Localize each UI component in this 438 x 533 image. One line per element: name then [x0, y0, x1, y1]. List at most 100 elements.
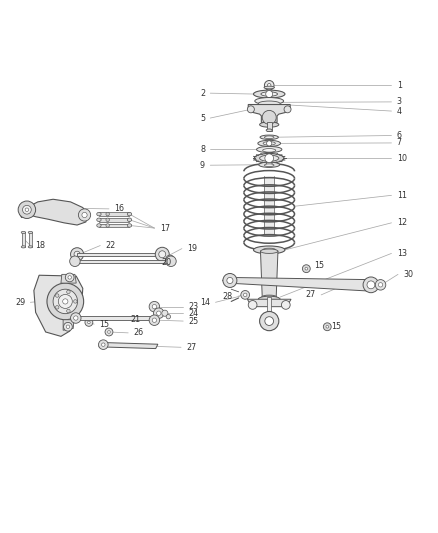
Circle shape [56, 294, 59, 297]
Text: 5: 5 [200, 114, 205, 123]
Circle shape [65, 273, 74, 282]
Circle shape [106, 212, 110, 216]
Ellipse shape [127, 218, 132, 222]
Circle shape [162, 310, 168, 316]
Circle shape [71, 313, 81, 323]
Text: 4: 4 [397, 107, 402, 116]
Ellipse shape [127, 212, 132, 216]
Circle shape [265, 317, 274, 326]
Bar [74, 316, 153, 320]
Circle shape [105, 328, 113, 336]
Circle shape [88, 321, 90, 324]
Ellipse shape [261, 92, 278, 96]
Circle shape [71, 248, 84, 261]
Circle shape [74, 316, 78, 320]
Bar [74, 260, 171, 263]
Text: 9: 9 [200, 161, 205, 169]
Polygon shape [61, 274, 76, 283]
Bar [267, 123, 272, 131]
Circle shape [244, 293, 247, 297]
Circle shape [155, 247, 169, 261]
Circle shape [227, 277, 233, 284]
Text: 17: 17 [160, 223, 170, 232]
Text: 14: 14 [200, 298, 210, 307]
Ellipse shape [260, 155, 279, 161]
Bar [264, 176, 275, 234]
Circle shape [53, 289, 78, 313]
Circle shape [74, 300, 77, 303]
Ellipse shape [263, 142, 276, 145]
Circle shape [66, 325, 70, 328]
Text: 24: 24 [188, 309, 198, 318]
Circle shape [152, 304, 156, 309]
Text: 20: 20 [161, 257, 172, 266]
Circle shape [102, 343, 105, 346]
Circle shape [70, 256, 80, 266]
Text: 6: 6 [397, 131, 402, 140]
Circle shape [25, 208, 28, 212]
Ellipse shape [263, 149, 276, 152]
Text: 29: 29 [15, 298, 25, 307]
Circle shape [58, 294, 72, 309]
Ellipse shape [255, 98, 284, 104]
Circle shape [85, 318, 93, 326]
Circle shape [47, 283, 84, 320]
Circle shape [149, 315, 159, 326]
Circle shape [153, 308, 164, 318]
Ellipse shape [261, 249, 278, 253]
Circle shape [152, 318, 156, 322]
Circle shape [22, 205, 31, 214]
Circle shape [241, 290, 250, 299]
Circle shape [326, 326, 328, 328]
Text: 15: 15 [99, 320, 110, 329]
Polygon shape [99, 343, 158, 349]
Text: 30: 30 [403, 270, 413, 279]
Circle shape [268, 84, 271, 87]
Circle shape [149, 302, 159, 312]
Text: 12: 12 [397, 219, 407, 228]
Text: 1: 1 [397, 81, 402, 90]
Text: 27: 27 [186, 343, 197, 352]
Circle shape [265, 80, 274, 90]
Bar [21, 232, 25, 247]
Circle shape [248, 301, 257, 309]
Circle shape [82, 212, 87, 217]
Circle shape [108, 330, 110, 333]
Circle shape [166, 256, 176, 266]
Text: 15: 15 [331, 322, 341, 331]
Circle shape [166, 255, 174, 264]
Ellipse shape [21, 246, 25, 248]
Ellipse shape [254, 90, 285, 98]
Circle shape [159, 251, 166, 258]
Polygon shape [248, 104, 290, 123]
Ellipse shape [264, 86, 275, 89]
Circle shape [74, 251, 80, 257]
Circle shape [67, 309, 70, 313]
Circle shape [375, 280, 386, 290]
Circle shape [378, 282, 383, 287]
Circle shape [265, 154, 274, 163]
Ellipse shape [254, 246, 285, 254]
Circle shape [68, 276, 71, 279]
Ellipse shape [259, 162, 280, 167]
Ellipse shape [258, 296, 280, 302]
Text: 26: 26 [134, 328, 144, 337]
Text: 15: 15 [314, 261, 324, 270]
Text: 22: 22 [106, 241, 116, 250]
Circle shape [262, 110, 276, 124]
Circle shape [166, 314, 170, 319]
Circle shape [67, 290, 70, 294]
Circle shape [99, 340, 108, 350]
Circle shape [156, 311, 161, 316]
Circle shape [56, 305, 59, 309]
Circle shape [64, 322, 72, 331]
Ellipse shape [97, 224, 101, 227]
Polygon shape [20, 199, 88, 225]
Polygon shape [247, 299, 291, 306]
Ellipse shape [127, 224, 132, 227]
Ellipse shape [260, 122, 279, 127]
Ellipse shape [28, 231, 32, 233]
Circle shape [302, 265, 310, 272]
Ellipse shape [258, 101, 280, 106]
Ellipse shape [258, 140, 281, 147]
